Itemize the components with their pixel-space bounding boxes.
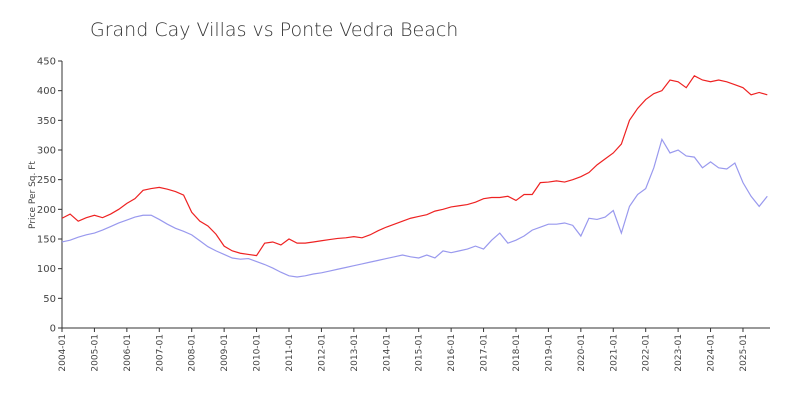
y-tick-label: 100 [37, 264, 56, 275]
x-tick-label: 2020-01 [577, 334, 587, 372]
y-tick-label: 400 [37, 86, 56, 97]
x-tick-label: 2009-01 [220, 334, 230, 372]
line-series [61, 137, 768, 278]
x-tick-label: 2019-01 [544, 334, 554, 372]
line-series [61, 75, 768, 257]
x-tick-label: 2014-01 [382, 334, 392, 372]
x-tick-label: 2023-01 [674, 334, 684, 372]
x-tick-label: 2007-01 [155, 334, 165, 372]
x-tick-label: 2016-01 [447, 334, 457, 372]
x-tick-label: 2008-01 [188, 334, 198, 372]
y-tick-label: 250 [37, 175, 56, 186]
x-tick-label: 2004-01 [58, 334, 68, 372]
y-tick-label: 0 [50, 324, 56, 335]
x-tick-label: 2025-01 [739, 334, 749, 372]
y-tick-label: 150 [37, 235, 56, 246]
x-tick-label: 2005-01 [90, 334, 100, 372]
x-tick-label: 2006-01 [123, 334, 133, 372]
x-tick-label: 2018-01 [512, 334, 522, 372]
x-tick-label: 2010-01 [253, 334, 263, 372]
chart-title: Grand Cay Villas vs Ponte Vedra Beach [90, 19, 458, 41]
y-tick-label: 350 [37, 116, 56, 127]
x-tick-label: 2011-01 [285, 334, 295, 372]
x-tick-label: 2017-01 [480, 334, 490, 372]
x-tick-label: 2024-01 [707, 334, 717, 372]
x-tick-label: 2021-01 [609, 334, 619, 372]
y-tick-label: 200 [37, 205, 56, 216]
x-tick-label: 2022-01 [642, 334, 652, 372]
x-tick-label: 2013-01 [350, 334, 360, 372]
y-tick-label: 300 [37, 146, 56, 157]
x-tick-label: 2012-01 [317, 334, 327, 372]
y-tick-label: 450 [37, 57, 56, 68]
y-tick-label: 50 [43, 294, 56, 305]
x-tick-label: 2015-01 [415, 334, 425, 372]
y-axis-label: Price Per Sq. Ft [28, 161, 38, 229]
